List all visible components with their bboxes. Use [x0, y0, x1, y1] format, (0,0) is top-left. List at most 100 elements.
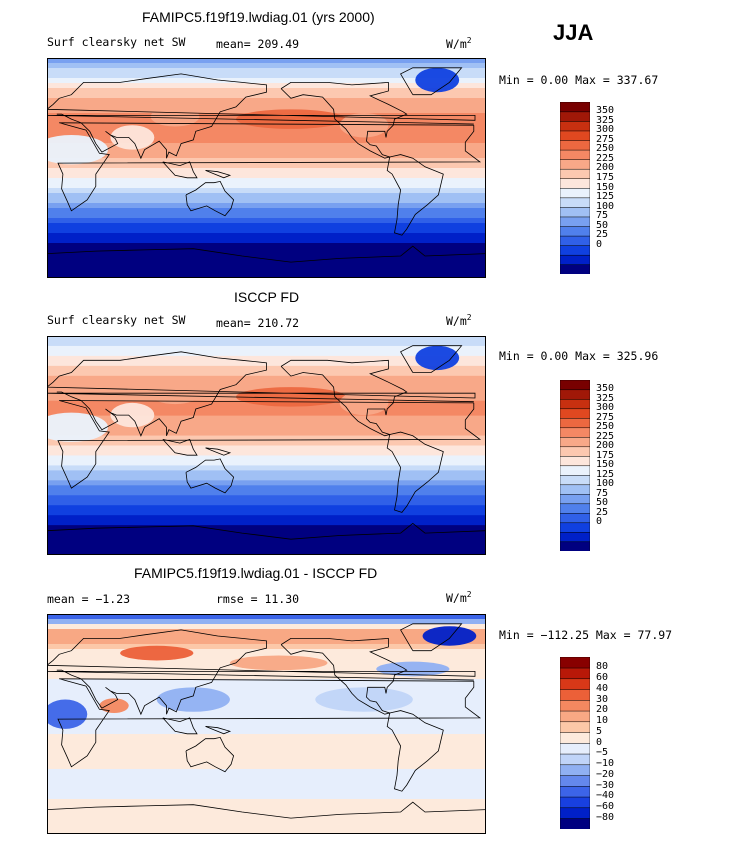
coastline: [185, 180, 235, 217]
zonal-band: [47, 520, 486, 526]
zonal-band: [47, 634, 486, 640]
zonal-band: [47, 485, 486, 491]
zonal-band: [47, 208, 486, 214]
colorbar-tick-label: 75: [596, 210, 609, 222]
field-anomaly: [99, 698, 129, 713]
colorbar-tick-label: 50: [596, 219, 609, 231]
zonal-band: [47, 173, 486, 179]
field-anomaly: [236, 387, 346, 407]
field-anomaly: [150, 384, 200, 405]
colorbar-swatch: [560, 398, 590, 410]
zonal-band: [47, 699, 486, 705]
zonal-band: [47, 103, 486, 109]
zonal-band: [47, 435, 486, 442]
zonal-band: [47, 535, 486, 541]
colorbar-swatch: [560, 721, 590, 733]
colorbar-swatch: [560, 522, 590, 533]
colorbar-swatch: [560, 245, 590, 256]
zonal-band: [47, 694, 486, 700]
colorbar-tick-label: 50: [596, 497, 609, 508]
zonal-band: [47, 425, 486, 432]
colorbar-tick-label: 10: [596, 715, 609, 726]
coastline: [386, 431, 444, 513]
coastline: [47, 351, 476, 437]
zonal-band: [47, 355, 486, 362]
map-difference: [47, 614, 486, 834]
zonal-band: [47, 749, 486, 755]
colorbar-swatch: [560, 503, 590, 514]
season-label: JJA: [553, 20, 594, 45]
min-max-label: Min = −112.25 Max = 77.97: [499, 628, 673, 642]
colorbar-tick-label: 225: [596, 430, 615, 442]
colorbar-swatch: [560, 436, 590, 448]
field-anomaly: [229, 655, 328, 671]
colorbar-tick-label: 100: [596, 200, 615, 212]
field-anomaly: [110, 125, 155, 150]
colorbar-tick-label: −80: [596, 811, 615, 823]
zonal-band: [47, 779, 486, 785]
coastline: [57, 678, 482, 768]
colorbar-tick-label: 5: [596, 725, 603, 737]
coastline: [57, 122, 482, 212]
colorbar-swatch: [560, 474, 590, 486]
zonal-band: [47, 684, 486, 690]
zonal-band: [47, 704, 486, 710]
colorbar-swatch: [560, 732, 590, 744]
zonal-band: [47, 178, 486, 184]
colorbar-swatch: [560, 493, 590, 505]
colorbar-swatch: [560, 408, 590, 419]
field-anomaly: [120, 645, 194, 661]
zonal-band: [47, 98, 486, 104]
zonal-band: [47, 405, 486, 412]
zonal-band: [47, 500, 486, 506]
zonal-band: [47, 490, 486, 496]
zonal-band: [47, 248, 486, 254]
colorbar-tick-label: 325: [596, 114, 615, 126]
zonal-band: [47, 460, 486, 466]
zonal-band: [47, 809, 486, 815]
zonal-band: [47, 163, 486, 169]
zonal-band: [47, 273, 486, 278]
mean-label: mean = −1.23: [47, 592, 131, 606]
zonal-band: [47, 380, 486, 387]
colorbar-tick-label: 0: [596, 238, 603, 250]
field-anomaly: [415, 345, 460, 371]
min-max-label: Min = 0.00 Max = 337.67: [499, 73, 659, 87]
zonal-band: [47, 759, 486, 765]
zonal-band: [47, 430, 486, 437]
zonal-band: [47, 223, 486, 229]
coastline: [400, 67, 463, 96]
zonal-band: [47, 420, 486, 427]
units-label: W/m2: [446, 590, 472, 605]
colorbar-tick-label: 250: [596, 421, 615, 432]
field-anomaly: [415, 67, 460, 93]
colorbar-swatch: [560, 689, 590, 701]
mean-label: mean= 209.49: [216, 37, 300, 51]
zonal-band: [47, 450, 486, 456]
colorbar-swatch: [560, 139, 590, 151]
coastline: [400, 345, 463, 373]
zonal-band: [47, 243, 486, 249]
zonal-band: [47, 649, 486, 655]
zonal-band: [47, 198, 486, 204]
colorbar-swatch: [560, 206, 590, 218]
colorbar-tick-label: 60: [596, 672, 609, 683]
zonal-band: [47, 63, 486, 69]
zonal-band: [47, 824, 486, 830]
zonal-band: [47, 375, 486, 382]
colorbar-tick-label: 275: [596, 133, 615, 145]
colorbar-swatch: [560, 168, 590, 179]
colorbar-tick-label: 225: [596, 152, 615, 164]
zonal-band: [47, 133, 486, 139]
coastline: [162, 438, 198, 456]
coastline: [47, 245, 486, 263]
zonal-band: [47, 238, 486, 244]
zonal-band: [47, 674, 486, 680]
zonal-band: [47, 415, 486, 422]
zonal-band: [47, 789, 486, 795]
colorbar-tick-label: 0: [596, 736, 603, 748]
colorbar-swatch: [560, 225, 590, 237]
zonal-band: [47, 480, 486, 486]
colorbar-tick-label: 350: [596, 383, 615, 394]
colorbar-tick-label: 125: [596, 191, 615, 203]
